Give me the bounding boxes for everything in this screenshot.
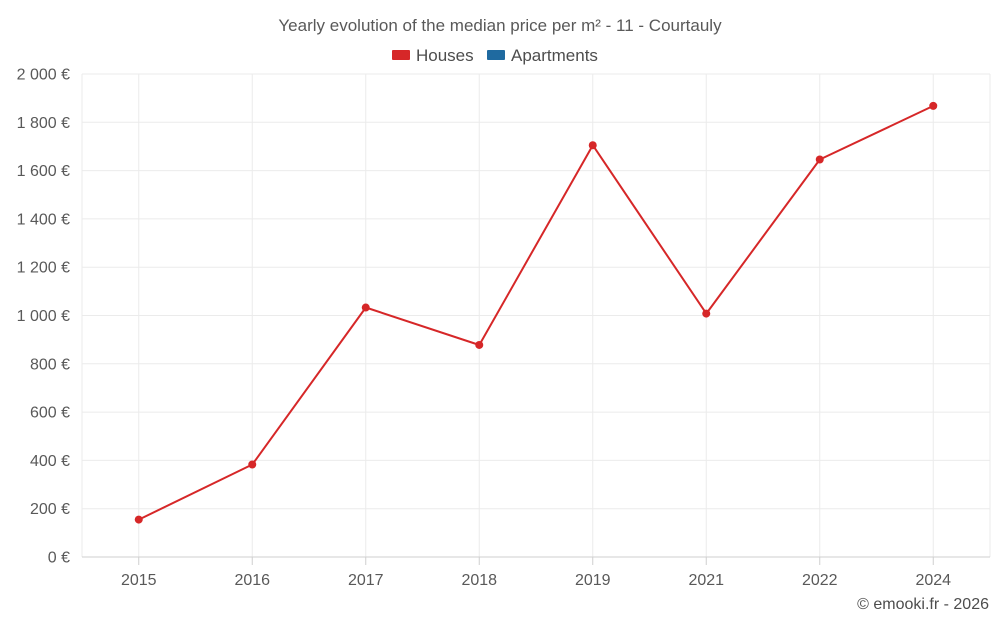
x-tick-label: 2018 [461,572,497,589]
data-series [134,101,938,524]
y-tick-label: 2 000 € [17,67,70,84]
legend-swatch-apartments [487,50,505,60]
legend-label-apartments[interactable]: Apartments [511,46,598,65]
y-tick-label: 1 800 € [17,115,70,132]
y-tick-label: 400 € [30,453,70,470]
x-tick-label: 2022 [802,572,838,589]
x-tick-label: 2019 [575,572,611,589]
x-tick-label: 2016 [234,572,270,589]
chart-legend: Houses Apartments [392,46,598,65]
y-tick-label: 200 € [30,501,70,518]
x-tick-label: 2024 [915,572,951,589]
data-point-houses-2015[interactable] [134,515,143,524]
y-tick-label: 1 200 € [17,260,70,277]
y-tick-label: 0 € [48,550,70,567]
grid-lines [81,73,991,557]
legend-swatch-houses [392,50,410,60]
credit-text: © emooki.fr - 2026 [857,596,989,613]
y-tick-label: 1 400 € [17,211,70,228]
x-tick-label: 2015 [121,572,157,589]
chart-title: Yearly evolution of the median price per… [278,16,722,35]
x-tick-label: 2021 [688,572,724,589]
data-point-houses-2022[interactable] [815,155,824,164]
data-point-houses-2021[interactable] [702,309,711,318]
y-tick-label: 600 € [30,405,70,422]
data-point-houses-2024[interactable] [929,101,938,110]
axes [82,556,990,565]
y-tick-label: 1 000 € [17,308,70,325]
data-point-houses-2019[interactable] [588,141,597,150]
y-tick-label: 1 600 € [17,163,70,180]
data-point-houses-2018[interactable] [475,340,484,349]
y-axis-tick-labels: 0 € 200 € 400 € 600 € 800 € 1 000 € 1 200 € 1 4… [17,67,70,567]
x-axis-tick-labels: 2015 2016 2017 2018 2019 2021 2022 2024 [121,572,951,589]
data-point-houses-2017[interactable] [361,303,370,312]
x-tick-label: 2017 [348,572,384,589]
series-line-houses [138,104,934,521]
legend-label-houses[interactable]: Houses [416,46,474,65]
y-tick-label: 800 € [30,356,70,373]
data-point-houses-2016[interactable] [248,460,257,469]
